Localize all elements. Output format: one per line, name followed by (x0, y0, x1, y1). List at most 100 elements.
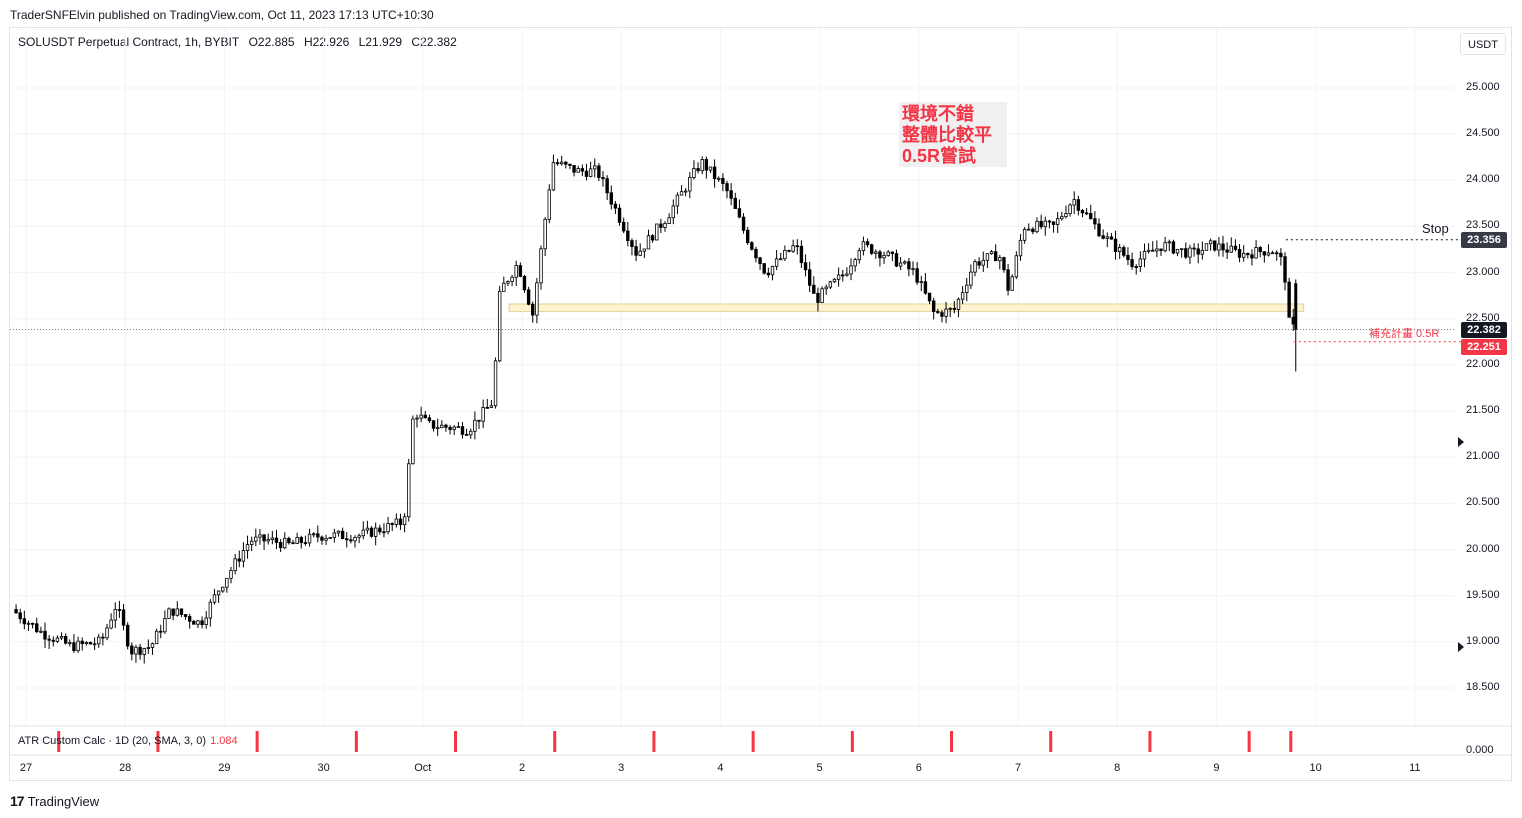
x-axis-tick: 9 (1213, 762, 1220, 774)
candle-body (1270, 252, 1275, 255)
candle-body (663, 223, 667, 228)
candle-body (655, 223, 659, 241)
candle-body (547, 189, 551, 220)
indicator-value: 1.084 (210, 735, 238, 747)
candle-body (973, 261, 977, 273)
candle-body (1175, 249, 1180, 254)
candle-body (1200, 249, 1205, 255)
candle-body (30, 622, 35, 625)
candle-body (415, 417, 419, 420)
candle-body (241, 550, 246, 562)
atr-marker (454, 731, 458, 752)
candle-body (68, 642, 72, 645)
candle-body (621, 221, 626, 232)
candle-body (828, 281, 833, 288)
candle-body (886, 251, 890, 256)
indicator-axis-tick: 0.000 (1466, 744, 1494, 756)
candle-body (919, 281, 923, 284)
atr-marker (156, 731, 160, 752)
x-axis-tick: 27 (19, 762, 33, 774)
indicator-legend[interactable]: ATR Custom Calc · 1D (20, SMA, 3, 0) 1.08… (18, 735, 238, 747)
candle-body (249, 540, 254, 545)
candle-body (936, 311, 940, 313)
candle-body (915, 268, 919, 283)
candle-body (551, 162, 556, 191)
candle-body (1188, 247, 1192, 258)
candle-body (1237, 249, 1242, 258)
candle-body (1084, 212, 1089, 215)
y-axis-tick: 22.500 (1466, 311, 1500, 324)
candle-body (378, 527, 382, 533)
publisher-header: TraderSNFElvin published on TradingView.… (10, 8, 434, 22)
y-axis-tick: 20.000 (1466, 542, 1500, 555)
atr-marker (255, 731, 259, 752)
candle-body (398, 518, 403, 526)
x-axis-tick: 3 (618, 762, 625, 774)
candle-body (1167, 241, 1171, 244)
candle-body (196, 620, 200, 625)
tradingview-logo[interactable]: 17 TradingView (10, 793, 99, 809)
candle-body (336, 530, 341, 534)
candle-body (150, 643, 155, 648)
candle-body (1076, 199, 1081, 211)
candle-body (700, 159, 704, 172)
candle-body (737, 208, 742, 218)
candle-body (580, 168, 585, 172)
candle-body (423, 414, 427, 419)
candle-body (795, 245, 799, 248)
x-axis-tick: 10 (1309, 762, 1322, 774)
candle-body (923, 281, 928, 294)
tradingview-brand: TradingView (27, 793, 100, 809)
candle-body (192, 620, 196, 625)
candle-body (1093, 218, 1097, 225)
atr-marker (751, 731, 755, 752)
candle-body (221, 586, 225, 592)
text-annotation[interactable]: 環境不錯 整體比較平 0.5R嘗試 (899, 102, 1007, 167)
candle-body (1250, 254, 1254, 259)
candle-body (353, 536, 357, 542)
x-axis-tick: Oct (414, 762, 432, 774)
x-axis-tick: 30 (317, 762, 330, 774)
candle-body (303, 542, 308, 544)
candle-body (1047, 220, 1052, 223)
candle-body (237, 558, 241, 562)
candle-body (431, 420, 436, 429)
candle-body (584, 170, 589, 177)
currency-button[interactable]: USDT (1460, 33, 1506, 55)
candle-body (650, 235, 655, 241)
candle-body (816, 292, 820, 303)
candle-body (675, 194, 680, 207)
scroll-right-icon[interactable] (1458, 642, 1464, 652)
candle-body (1134, 266, 1138, 268)
candle-body (80, 640, 84, 645)
candle-body (291, 542, 295, 545)
candle-body (609, 192, 613, 205)
candle-body (365, 527, 370, 531)
candle-body (1010, 276, 1014, 291)
candle-body (307, 533, 312, 544)
y-axis-tick: 22.000 (1466, 357, 1500, 370)
scroll-right-icon[interactable] (1458, 437, 1464, 447)
candle-body (812, 284, 816, 294)
candle-body (216, 590, 221, 596)
y-axis-tick: 24.500 (1466, 127, 1500, 140)
candle-body (361, 529, 365, 537)
candle-body (564, 161, 568, 165)
candle-body (1179, 248, 1184, 251)
candle-body (43, 630, 47, 640)
candle-body (659, 223, 663, 228)
candle-body (903, 261, 907, 264)
candle-body (101, 636, 105, 639)
candle-body (1051, 221, 1056, 225)
symbol-name[interactable]: SOLUSDT Perpetual Contract, 1h, BYBIT (18, 35, 240, 49)
candle-body (535, 282, 539, 316)
candle-body (332, 532, 337, 538)
candle-body (63, 636, 68, 644)
candle-body (1246, 252, 1250, 256)
candle-body (1151, 249, 1155, 252)
candle-body (382, 531, 386, 534)
candle-body (262, 534, 266, 542)
candle-body (373, 527, 378, 537)
candle-body (865, 241, 870, 246)
